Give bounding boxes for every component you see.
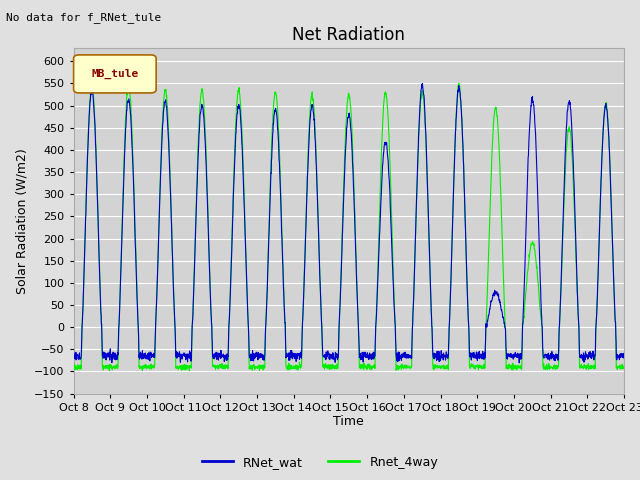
Rnet_4way: [377, 169, 385, 175]
Rnet_4way: [70, 364, 77, 370]
RNet_wat: [572, 240, 580, 246]
Rnet_4way: [620, 363, 628, 369]
X-axis label: Time: Time: [333, 415, 364, 429]
RNet_wat: [223, 351, 231, 357]
RNet_wat: [588, 354, 595, 360]
Rnet_4way: [223, 363, 231, 369]
Rnet_4way: [572, 249, 580, 255]
Rnet_4way: [365, 363, 372, 369]
Line: Rnet_4way: Rnet_4way: [74, 84, 624, 371]
RNet_wat: [419, 81, 426, 86]
RNet_wat: [620, 355, 628, 361]
Text: No data for f_RNet_tule: No data for f_RNet_tule: [6, 12, 162, 23]
RNet_wat: [509, 355, 516, 360]
RNet_wat: [365, 354, 372, 360]
Legend: RNet_wat, Rnet_4way: RNet_wat, Rnet_4way: [197, 451, 443, 474]
RNet_wat: [515, 360, 523, 366]
RNet_wat: [70, 348, 77, 354]
Title: Net Radiation: Net Radiation: [292, 25, 405, 44]
FancyBboxPatch shape: [74, 55, 156, 93]
Rnet_4way: [588, 363, 595, 369]
Rnet_4way: [509, 367, 517, 373]
Text: MB_tule: MB_tule: [92, 69, 138, 79]
Rnet_4way: [186, 368, 193, 373]
Rnet_4way: [455, 81, 463, 86]
RNet_wat: [377, 207, 385, 213]
Line: RNet_wat: RNet_wat: [74, 84, 624, 363]
Y-axis label: Solar Radiation (W/m2): Solar Radiation (W/m2): [15, 148, 29, 294]
